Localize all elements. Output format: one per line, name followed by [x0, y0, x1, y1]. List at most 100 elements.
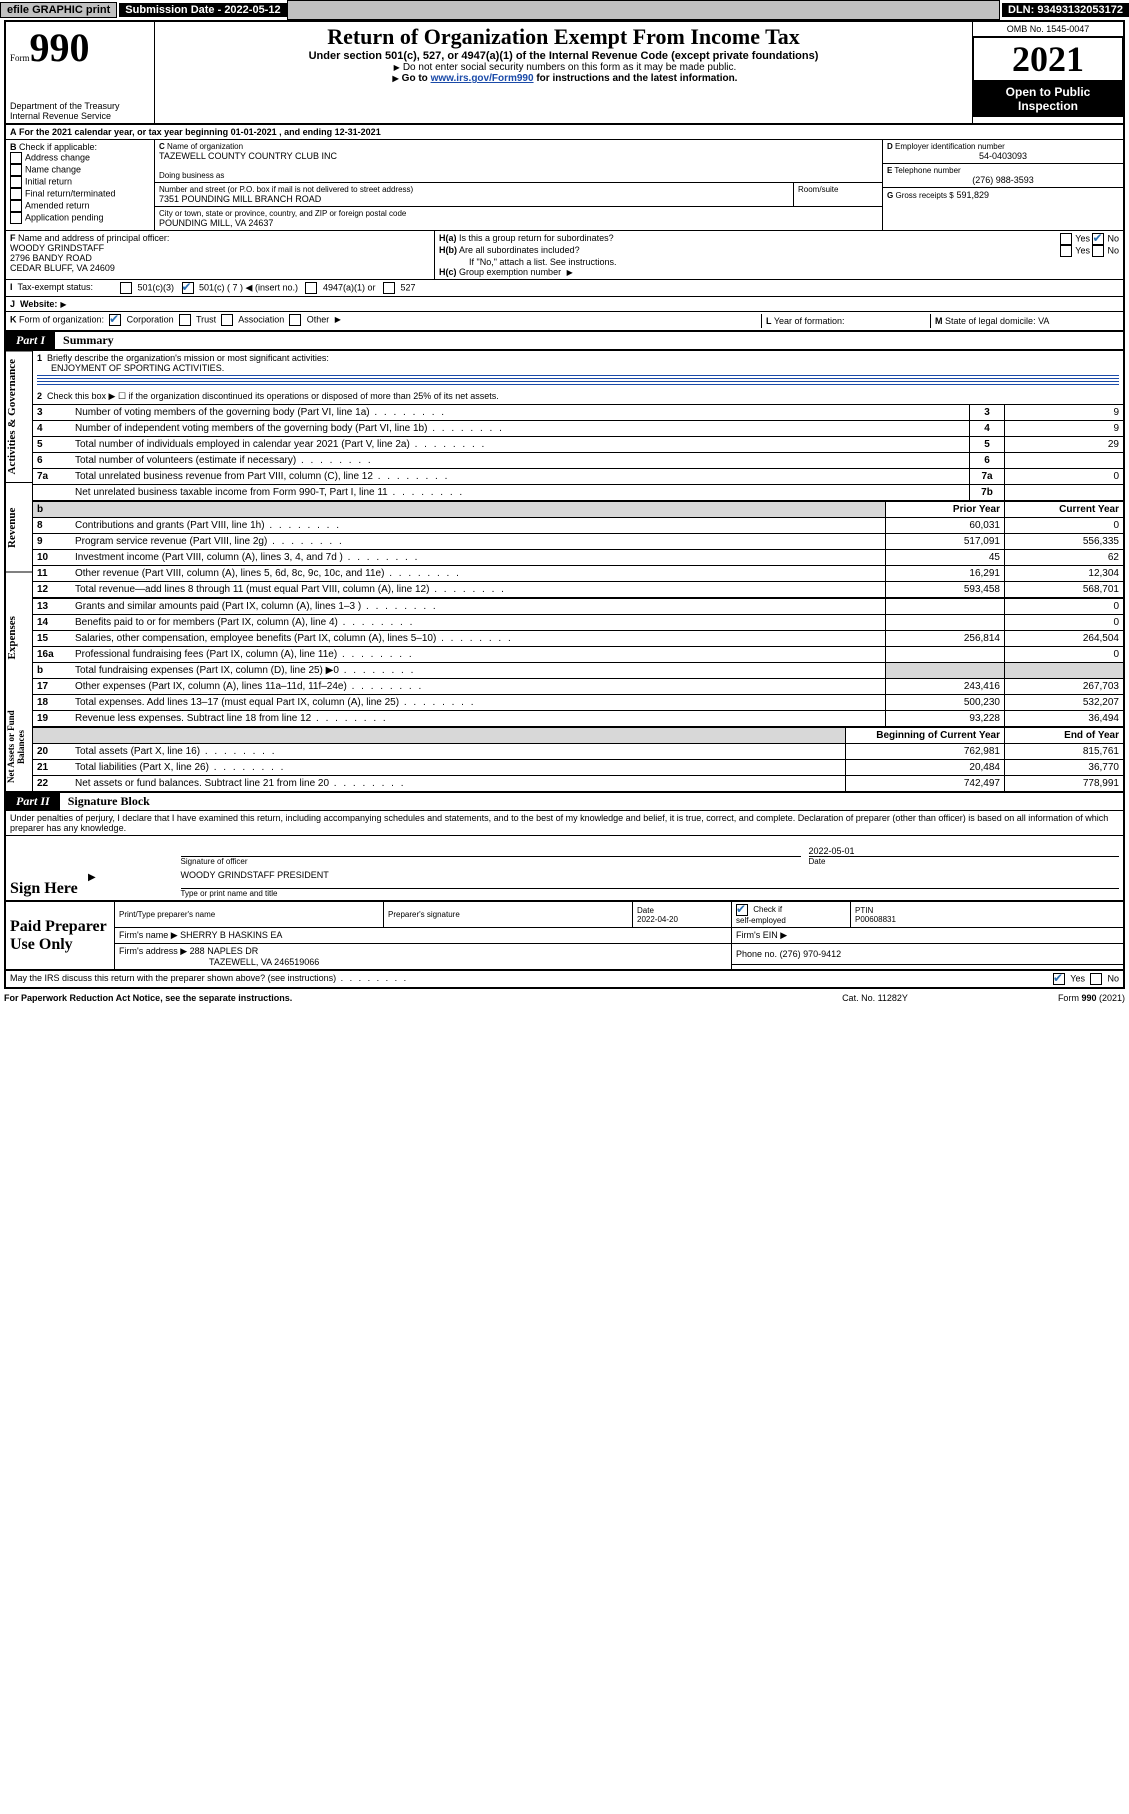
topbar-spacer [287, 0, 1000, 20]
open-inspection: Open to Public Inspection [973, 81, 1123, 117]
firm-addr2: TAZEWELL, VA 246519066 [119, 957, 319, 967]
instructions-link[interactable]: www.irs.gov/Form990 [431, 73, 534, 84]
paid-preparer-block: Paid Preparer Use Only Print/Type prepar… [6, 902, 1123, 971]
501c3-checkbox[interactable] [120, 282, 132, 294]
officer-name-line: WOODY GRINDSTAFF PRESIDENT [181, 870, 1119, 889]
form-title: Return of Organization Exempt From Incom… [159, 24, 968, 50]
hb-yes-checkbox[interactable] [1060, 245, 1072, 257]
form-identifier: Form990 [10, 24, 150, 71]
table-row: bTotal fundraising expenses (Part IX, co… [33, 663, 1123, 679]
preparer-date: 2022-04-20 [637, 915, 678, 924]
final-return-checkbox[interactable] [10, 188, 22, 200]
firm-name: SHERRY B HASKINS EA [180, 930, 282, 940]
firm-phone: (276) 970-9412 [780, 949, 842, 959]
table-row: 18Total expenses. Add lines 13–17 (must … [33, 695, 1123, 711]
table-row: 13Grants and similar amounts paid (Part … [33, 598, 1123, 615]
jurat-text: Under penalties of perjury, I declare th… [6, 811, 1123, 836]
self-employed-checkbox[interactable] [736, 904, 748, 916]
revenue-table: 8Contributions and grants (Part VIII, li… [33, 517, 1123, 597]
ssn-note: Do not enter social security numbers on … [159, 62, 968, 73]
other-checkbox[interactable] [289, 314, 301, 326]
corp-checkbox[interactable] [109, 314, 121, 326]
trust-checkbox[interactable] [179, 314, 191, 326]
identity-block: B Check if applicable: Address change Na… [6, 140, 1123, 231]
table-row: 5Total number of individuals employed in… [33, 437, 1123, 453]
officer-name: WOODY GRINDSTAFF [10, 243, 430, 253]
gross-receipts: 591,829 [957, 190, 990, 200]
part-i-header: Part I Summary [6, 332, 1123, 351]
sign-date: 2022-05-01 [809, 846, 1119, 856]
mission-text: ENJOYMENT OF SPORTING ACTIVITIES. [37, 363, 224, 373]
city-state-zip: POUNDING MILL, VA 24637 [159, 218, 878, 228]
section-i-tax-status: I Tax-exempt status: 501(c)(3) 501(c) ( … [6, 280, 1123, 297]
table-row: 4Number of independent voting members of… [33, 421, 1123, 437]
form-subtitle: Under section 501(c), 527, or 4947(a)(1)… [159, 50, 968, 62]
top-bar: efile GRAPHIC print Submission Date - 20… [0, 0, 1129, 20]
form-header: Form990 Department of the Treasury Inter… [6, 22, 1123, 125]
address-change-checkbox[interactable] [10, 152, 22, 164]
table-row: 12Total revenue—add lines 8 through 11 (… [33, 582, 1123, 598]
application-pending-checkbox[interactable] [10, 212, 22, 224]
expense-table: 13Grants and similar amounts paid (Part … [33, 597, 1123, 726]
discuss-row: May the IRS discuss this return with the… [6, 971, 1123, 987]
rev-section-label: Revenue [6, 482, 32, 572]
table-row: 11Other revenue (Part VIII, column (A), … [33, 566, 1123, 582]
name-change-checkbox[interactable] [10, 164, 22, 176]
table-row: 8Contributions and grants (Part VIII, li… [33, 518, 1123, 534]
street-address: 7351 POUNDING MILL BRANCH ROAD [159, 194, 789, 204]
ha-no-checkbox[interactable] [1092, 233, 1104, 245]
tax-year: 2021 [1012, 39, 1084, 79]
sign-arrow-icon: ▶ [84, 836, 177, 901]
discuss-no-checkbox[interactable] [1090, 973, 1102, 985]
ha-yes-checkbox[interactable] [1060, 233, 1072, 245]
table-row: 21Total liabilities (Part X, line 26)20,… [33, 760, 1123, 776]
efile-print-button[interactable]: efile GRAPHIC print [0, 2, 117, 18]
exp-section-label: Expenses [6, 572, 32, 703]
phone: (276) 988-3593 [887, 175, 1119, 185]
section-b-checkboxes: B Check if applicable: Address change Na… [6, 140, 155, 230]
section-f: F Name and address of principal officer:… [6, 231, 435, 279]
amended-return-checkbox[interactable] [10, 200, 22, 212]
table-row: 10Investment income (Part VIII, column (… [33, 550, 1123, 566]
table-row: 22Net assets or fund balances. Subtract … [33, 776, 1123, 792]
irs-label: Internal Revenue Service [10, 111, 150, 121]
initial-return-checkbox[interactable] [10, 176, 22, 188]
table-row: 14Benefits paid to or for members (Part … [33, 615, 1123, 631]
ein: 54-0403093 [887, 151, 1119, 161]
discuss-yes-checkbox[interactable] [1053, 973, 1065, 985]
527-checkbox[interactable] [383, 282, 395, 294]
officer-signature-line[interactable] [181, 838, 801, 857]
officer-addr1: 2796 BANDY ROAD [10, 253, 430, 263]
4947-checkbox[interactable] [305, 282, 317, 294]
ptin: P00608831 [855, 915, 896, 924]
sign-here-block: Sign Here ▶ Signature of officer 2022-05… [6, 836, 1123, 902]
org-name: TAZEWELL COUNTY COUNTRY CLUB INC [159, 151, 878, 161]
table-row: 19Revenue less expenses. Subtract line 1… [33, 711, 1123, 727]
part-i-body: Activities & Governance Revenue Expenses… [6, 351, 1123, 793]
table-row: Net unrelated business taxable income fr… [33, 485, 1123, 501]
table-row: 7aTotal unrelated business revenue from … [33, 469, 1123, 485]
assoc-checkbox[interactable] [221, 314, 233, 326]
table-row: 3Number of voting members of the governi… [33, 405, 1123, 421]
501c-checkbox[interactable] [182, 282, 194, 294]
table-row: 16aProfessional fundraising fees (Part I… [33, 647, 1123, 663]
begin-end-header: Beginning of Current Year End of Year [33, 726, 1123, 743]
form-container: Form990 Department of the Treasury Inter… [4, 20, 1125, 989]
net-section-label: Net Assets or Fund Balances [6, 702, 32, 791]
section-j-website: J Website: [6, 297, 1123, 312]
table-row: 9Program service revenue (Part VIII, lin… [33, 534, 1123, 550]
section-d-e-g: D Employer identification number 54-0403… [883, 140, 1123, 230]
table-row: 17Other expenses (Part IX, column (A), l… [33, 679, 1123, 695]
hb-no-checkbox[interactable] [1092, 245, 1104, 257]
line-a-tax-year: A For the 2021 calendar year, or tax yea… [6, 125, 1123, 140]
table-row: 20Total assets (Part X, line 16)762,9818… [33, 744, 1123, 760]
firm-addr1: 288 NAPLES DR [190, 946, 259, 956]
gov-section-label: Activities & Governance [6, 351, 32, 482]
dln-label: DLN: 93493132053172 [1002, 3, 1129, 17]
domicile-state: VA [1038, 316, 1049, 326]
submission-date: Submission Date - 2022-05-12 [119, 3, 286, 17]
officer-group-block: F Name and address of principal officer:… [6, 231, 1123, 280]
page-footer: For Paperwork Reduction Act Notice, see … [4, 993, 1125, 1003]
table-row: 6Total number of volunteers (estimate if… [33, 453, 1123, 469]
gov-table: 3Number of voting members of the governi… [33, 404, 1123, 500]
